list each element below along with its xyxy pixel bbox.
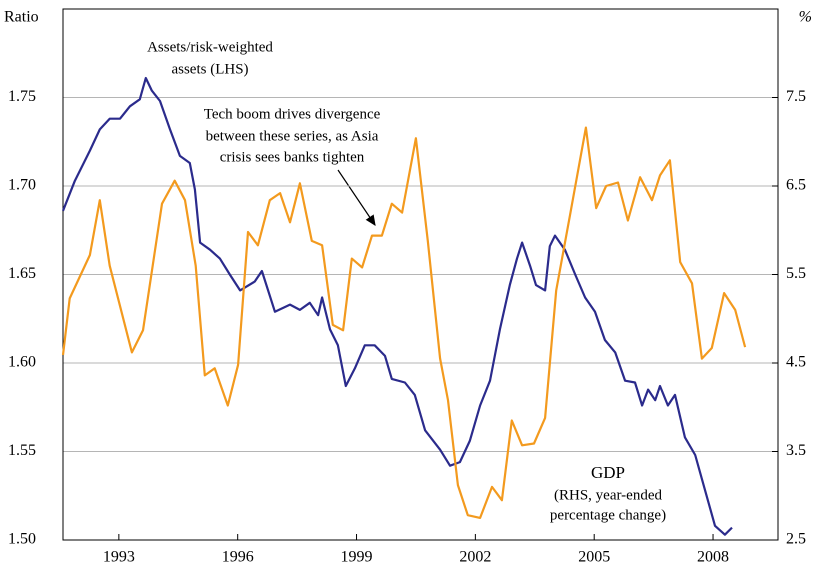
x-tick-label: 1993 <box>103 549 135 566</box>
y-tick-label: 1.70 <box>8 177 36 194</box>
x-tick-label: 1999 <box>341 549 373 566</box>
series-label: (RHS, year-ended <box>554 487 662 503</box>
y-tick-label: 1.55 <box>8 442 36 459</box>
y2-axis-label: % <box>799 9 812 26</box>
y2-tick-label: 2.5 <box>786 531 806 548</box>
series-label: percentage change) <box>550 507 666 523</box>
y2-tick-label: 3.5 <box>786 442 806 459</box>
y2-tick-label: 4.5 <box>786 354 806 371</box>
y-tick-label: 1.50 <box>8 531 36 548</box>
x-tick-label: 1996 <box>222 549 254 566</box>
series-line <box>61 126 747 519</box>
y-tick-label: 1.60 <box>8 354 36 371</box>
y2-tick-label: 6.5 <box>786 177 806 194</box>
x-tick-label: 2008 <box>697 549 729 566</box>
y2-tick-label: 7.5 <box>786 88 806 105</box>
series-label: Assets/risk-weighted <box>147 39 273 55</box>
annotation-arrow <box>337 169 376 226</box>
x-tick-label: 2005 <box>578 549 610 566</box>
y2-tick-label: 5.5 <box>786 265 806 282</box>
series-label: assets (LHS) <box>171 61 248 77</box>
annotation: Tech boom drives divergence <box>204 106 381 122</box>
series-label: GDP <box>591 463 625 482</box>
y-tick-label: 1.75 <box>8 88 36 105</box>
y-axis-label: Ratio <box>4 9 39 26</box>
series-line <box>61 76 733 536</box>
annotation: crisis sees banks tighten <box>220 149 365 165</box>
annotation: between these series, as Asia <box>206 128 379 144</box>
y-tick-label: 1.65 <box>8 265 36 282</box>
plot-frame <box>62 8 779 541</box>
x-tick-label: 2002 <box>459 549 491 566</box>
